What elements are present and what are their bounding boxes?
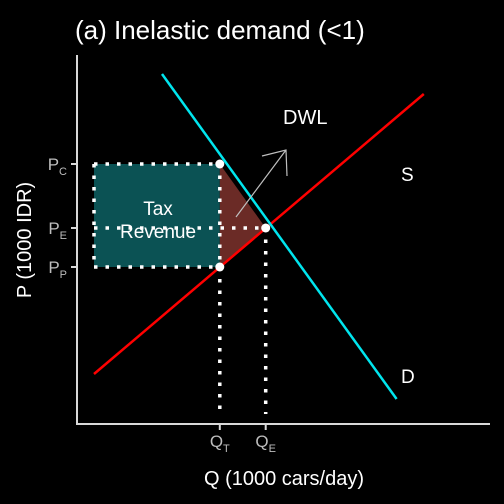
guide-lines xyxy=(92,162,268,414)
demand-label: D xyxy=(401,367,415,388)
x-tick-label-t: QT xyxy=(210,432,230,455)
point-consumer xyxy=(215,159,225,169)
tax-revenue-label-line2: Revenue xyxy=(120,222,196,243)
key-points xyxy=(215,159,271,272)
dwl-label: DWL xyxy=(283,107,327,129)
point-equilibrium xyxy=(261,223,271,233)
dwl-arrow xyxy=(235,149,288,218)
y-axis-ticks: PC PE PP xyxy=(48,155,77,281)
tax-revenue-area xyxy=(94,164,220,267)
tax-revenue-label-line1: Tax xyxy=(143,199,173,220)
deadweight-loss-area xyxy=(219,164,266,267)
y-tick-label-e: PE xyxy=(48,219,67,242)
supply-label: S xyxy=(401,165,414,186)
y-tick-label-p: PP xyxy=(48,258,67,281)
y-tick-label-c: PC xyxy=(48,155,67,178)
point-producer xyxy=(215,262,225,272)
chart-title: (a) Inelastic demand (<1) xyxy=(75,15,365,45)
x-axis-ticks: QT QE xyxy=(210,424,276,455)
x-tick-label-e: QE xyxy=(255,432,276,455)
supply-line xyxy=(93,93,425,375)
x-axis-label: Q (1000 cars/day) xyxy=(204,468,364,490)
y-axis-label: P (1000 IDR) xyxy=(14,182,36,298)
demand-line xyxy=(160,73,398,400)
